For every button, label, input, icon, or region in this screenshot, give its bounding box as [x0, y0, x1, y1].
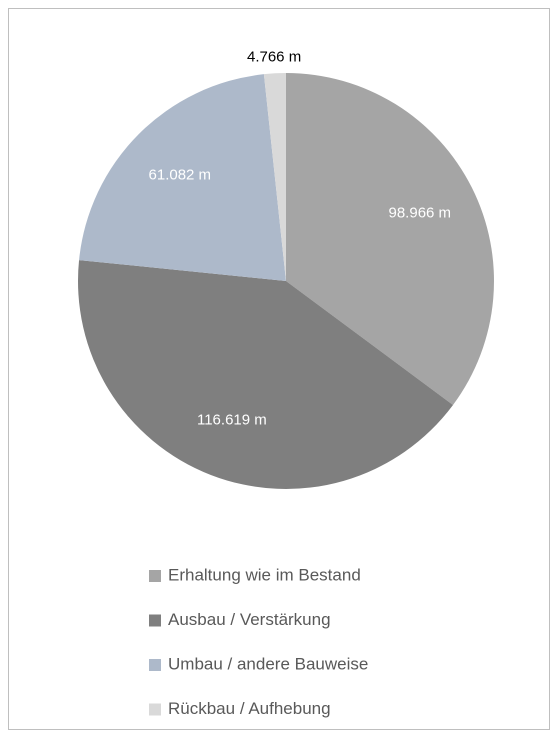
legend-label: Rückbau / Aufhebung	[168, 699, 331, 718]
legend-label: Ausbau / Verstärkung	[168, 610, 331, 629]
legend-swatch	[149, 570, 161, 582]
legend-label: Erhaltung wie im Bestand	[168, 565, 361, 584]
legend-label: Umbau / andere Bauweise	[168, 654, 368, 673]
value-label: 4.766 m	[247, 48, 301, 65]
value-label: 61.082 m	[149, 166, 212, 183]
value-label: 98.966 m	[389, 205, 452, 222]
pie-slice	[79, 74, 286, 281]
pie-slice	[77, 260, 453, 490]
legend-swatch	[149, 614, 161, 627]
pie-slice	[286, 73, 495, 405]
legend-swatch	[149, 659, 161, 671]
pie-slice	[263, 73, 286, 281]
value-label: 116.619 m	[197, 412, 267, 429]
legend-swatch	[149, 703, 161, 716]
